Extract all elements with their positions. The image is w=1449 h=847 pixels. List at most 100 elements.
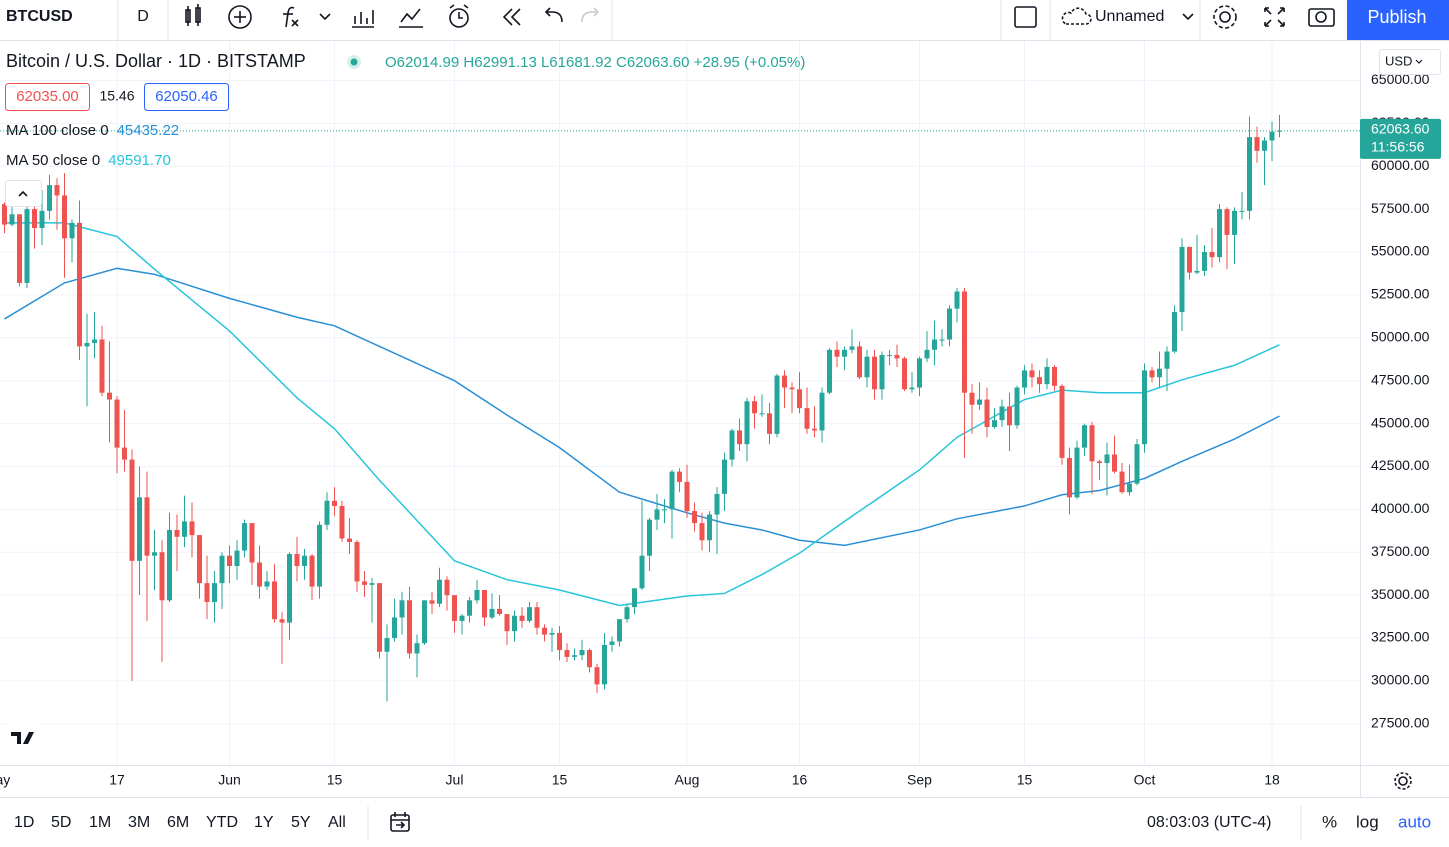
bottom-bar: 08:03:03 (UTC-4) 1D 5D 1M 3M 6M YTD 1Y 5Y All% lo… — [14, 806, 1431, 840]
candle-body — [287, 553, 292, 623]
currency-button[interactable] — [1379, 49, 1441, 75]
spread: 15.46 — [99, 88, 134, 104]
range-button[interactable]: 3M — [128, 814, 150, 831]
date-range-icon[interactable] — [390, 812, 410, 832]
y-tick-label: 27500.00 — [1371, 715, 1430, 731]
x-tick-label: 17 — [109, 772, 125, 788]
top-toolbar: BTCUSD D Unnamed Publish — [0, 0, 1449, 41]
range-button[interactable]: 1Y — [254, 814, 274, 831]
symbol-title: Bitcoin / U.S. Dollar · 1D · BITSTAMP — [6, 51, 306, 71]
candle-body — [1082, 425, 1087, 448]
last-price-label: 62063.60 — [1371, 121, 1430, 137]
range-button[interactable]: 6M — [167, 814, 189, 831]
symbol[interactable]: BTCUSD — [6, 8, 73, 25]
candle-body — [744, 401, 750, 445]
axes: 27500.00 30000.00 32500.00 35000.00 37500.00… — [0, 71, 1441, 788]
range-button[interactable]: 1M — [89, 814, 111, 831]
candle-body — [1044, 366, 1050, 385]
candle-body — [917, 358, 922, 388]
candle-body — [729, 430, 735, 460]
candle-body — [1112, 454, 1117, 472]
y-tick-label: 42500.00 — [1371, 457, 1430, 473]
bid[interactable]: 62035.00 — [16, 88, 79, 105]
candle-body — [362, 581, 367, 585]
cloud-icon[interactable] — [1061, 7, 1092, 25]
candle-body — [1247, 137, 1252, 211]
candle-body — [159, 552, 165, 601]
layout-menu-icon[interactable] — [1182, 13, 1194, 21]
fx-icon[interactable] — [283, 6, 331, 28]
candle-body — [572, 655, 577, 657]
candle-body — [482, 590, 487, 618]
candle-body — [1119, 471, 1125, 493]
range-button[interactable]: YTD — [206, 814, 238, 831]
candle-body — [399, 600, 405, 618]
candle-body — [354, 541, 360, 582]
ma-name: MA 100 close 0 — [6, 122, 109, 139]
alert-icon[interactable] — [449, 4, 469, 28]
y-tick-label: 57500.00 — [1371, 200, 1430, 216]
candle-body — [992, 420, 997, 428]
candle-body — [1089, 425, 1095, 462]
candles-icon[interactable] — [185, 4, 201, 26]
indicator-add-icon[interactable] — [228, 5, 252, 29]
templates-icon[interactable] — [399, 8, 423, 28]
range-button[interactable]: 1D — [14, 814, 34, 831]
candle-body — [887, 354, 892, 356]
publish-label[interactable]: Publish — [1367, 7, 1426, 27]
candle-body — [1269, 131, 1275, 141]
settings-icon[interactable] — [1213, 5, 1237, 29]
y-tick-label: 55000.00 — [1371, 243, 1430, 259]
ask-box[interactable] — [144, 83, 229, 111]
currency-menu-icon[interactable] — [1415, 59, 1423, 64]
candle-body — [512, 615, 517, 632]
candle-body — [984, 399, 990, 428]
toolbar-bg — [0, 0, 1449, 40]
y-tick-label: 30000.00 — [1371, 672, 1430, 688]
candle-body — [339, 505, 345, 539]
candle-body — [1187, 246, 1192, 273]
bid-box[interactable] — [5, 83, 90, 111]
range-button[interactable]: All — [328, 814, 346, 831]
logo-bg — [2, 716, 46, 760]
collapse-icon[interactable] — [18, 190, 28, 197]
y-tick-label: 60000.00 — [1371, 157, 1430, 173]
candle-body — [594, 667, 600, 685]
candle-body — [804, 408, 810, 429]
candle-body — [699, 523, 705, 541]
compare-icon[interactable] — [352, 10, 374, 28]
candle-body — [1052, 366, 1057, 386]
x-tick-label: 15 — [552, 772, 568, 788]
replay-icon[interactable] — [502, 8, 521, 26]
candle-body — [234, 550, 240, 566]
candle-body — [114, 399, 120, 448]
candle-body — [197, 535, 202, 584]
snapshot-icon[interactable] — [1308, 8, 1335, 27]
market-status-dot — [350, 58, 358, 66]
fullscreen-select-icon[interactable] — [1014, 6, 1037, 28]
clock[interactable]: 08:03:03 (UTC-4) — [1147, 814, 1272, 831]
currency[interactable]: USD — [1385, 53, 1412, 68]
candle-body — [1254, 137, 1260, 151]
undo-icon[interactable] — [544, 7, 563, 23]
candle-body — [564, 650, 570, 657]
candle-body — [497, 608, 502, 615]
candle-body — [317, 524, 322, 587]
candle-body — [422, 600, 427, 644]
publish-button[interactable] — [1347, 0, 1449, 40]
axis-settings-icon[interactable] — [1394, 772, 1412, 790]
layout-name[interactable]: Unnamed — [1095, 8, 1164, 25]
candle-body — [332, 500, 337, 506]
fullscreen-icon[interactable] — [1264, 7, 1285, 27]
candle-body — [24, 209, 30, 283]
candle-body — [767, 413, 772, 434]
range-button[interactable]: 5Y — [291, 814, 311, 831]
redo-icon[interactable] — [581, 7, 600, 23]
ask[interactable]: 62050.46 — [155, 88, 218, 105]
range-button[interactable]: 5D — [51, 814, 71, 831]
scale-option[interactable]: % — [1322, 812, 1337, 831]
interval[interactable]: D — [137, 8, 149, 25]
scale-option[interactable]: auto — [1398, 812, 1431, 831]
scale-option[interactable]: log — [1356, 812, 1379, 831]
